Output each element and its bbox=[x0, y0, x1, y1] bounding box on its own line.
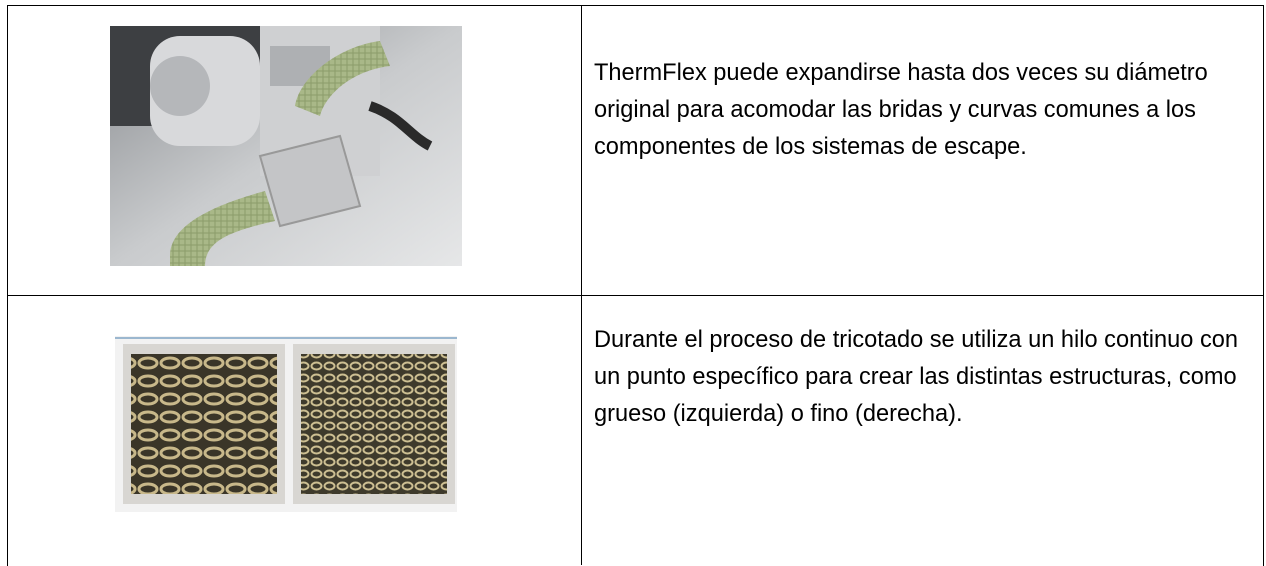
engine-image bbox=[110, 26, 462, 266]
table-border bbox=[7, 5, 1264, 566]
cell-text: Durante el proceso de tricotado se utili… bbox=[594, 327, 1238, 427]
page: ThermFlex puede expandirse hasta dos vec… bbox=[7, 5, 1264, 566]
knit-image bbox=[115, 336, 457, 512]
row-divider bbox=[7, 295, 1263, 296]
column-divider bbox=[581, 5, 582, 565]
cell-text: ThermFlex puede expandirse hasta dos vec… bbox=[594, 60, 1208, 160]
